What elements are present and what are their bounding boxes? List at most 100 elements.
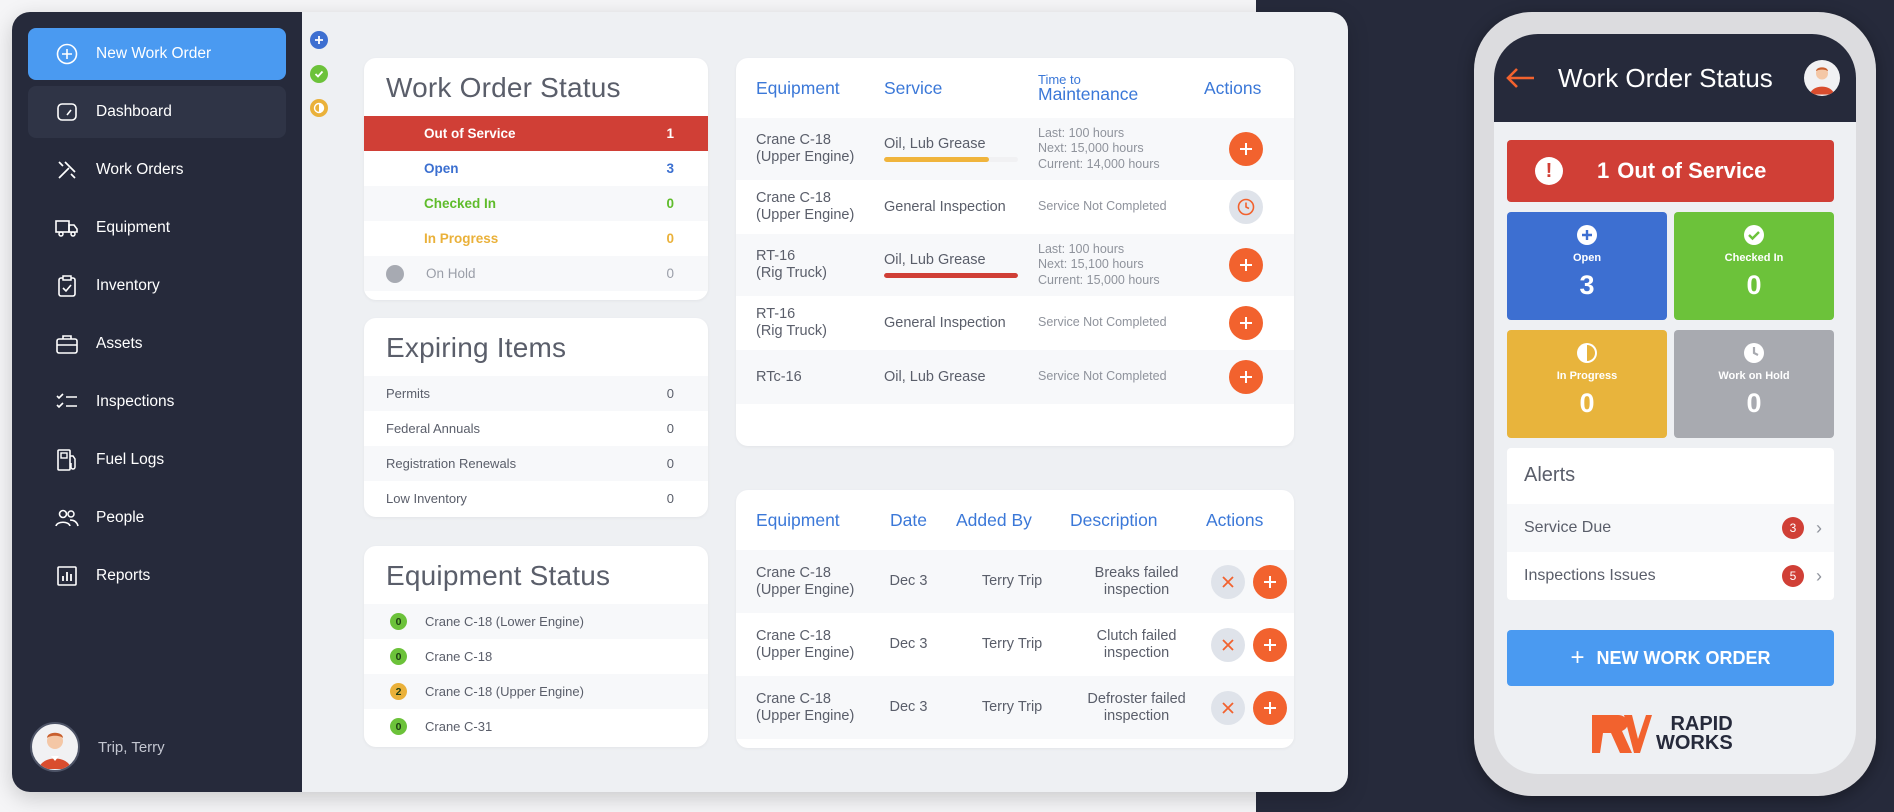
table-row[interactable]: RTc-16 Oil, Lub Grease Service Not Complet… [736,350,1294,404]
status-row-in-progress[interactable]: In Progress 0 [364,221,708,256]
table-header: Equipment Service Time to Maintenance Ac… [736,58,1294,118]
equipment-cell: Crane C-18 (Upper Engine) [756,628,890,661]
sidebar-item-inventory[interactable]: Inventory [28,260,286,312]
sidebar-item-assets[interactable]: Assets [28,318,286,370]
description-line: inspection [1103,707,1170,724]
add-button[interactable] [1229,132,1263,166]
time-line: Current: 14,000 hours [1038,156,1160,171]
column-header-actions[interactable]: Actions [1204,77,1262,98]
table-row[interactable]: Crane C-18 (Upper Engine) Dec 3 Terry Trip C… [736,613,1294,676]
list-item[interactable]: 2 Crane C-18 (Upper Engine) [364,674,708,709]
add-button[interactable] [1229,360,1263,394]
status-label: Out of Service [424,126,516,141]
table-row[interactable]: RT-16 (Rig Truck) General Inspection Servic… [736,296,1294,350]
new-work-order-button[interactable]: New Work Order [28,28,286,80]
half-circle-icon[interactable] [310,99,328,117]
column-header-equipment[interactable]: Equipment [756,509,840,530]
tile-checked-in[interactable]: Checked In 0 [1674,212,1834,320]
add-button[interactable] [1253,627,1288,662]
column-header-date[interactable]: Date [890,509,927,530]
service-cell: Oil, Lub Grease [884,136,1038,163]
sidebar-item-label: Inspections [96,393,175,410]
status-row-checked-in[interactable]: Checked In 0 [364,186,708,221]
column-header-service[interactable]: Service [884,77,943,98]
table-row[interactable]: RT-16 (Rig Truck) Oil, Lub Grease Last: 100… [736,234,1294,296]
clock-button[interactable] [1229,190,1263,224]
service-name: Oil, Lub Grease [884,251,986,268]
column-header-equipment[interactable]: Equipment [756,77,840,98]
sidebar-item-reports[interactable]: Reports [28,550,286,602]
sidebar-item-equipment[interactable]: Equipment [28,202,286,254]
speedometer-icon [54,99,80,125]
column-header-added-by[interactable]: Added By [956,509,1032,530]
description-line: inspection [1103,581,1170,598]
user-profile[interactable]: Trip, Terry [30,722,165,772]
actions-cell [1204,690,1294,725]
list-item[interactable]: Permits 0 [364,376,708,411]
check-circle-icon[interactable] [310,65,328,83]
column-header-description[interactable]: Description [1070,509,1158,530]
list-item[interactable]: Low Inventory 0 [364,481,708,516]
alert-row-service-due[interactable]: Service Due 3 › [1507,504,1834,552]
service-name: Oil, Lub Grease [884,135,986,152]
list-item[interactable]: Registration Renewals 0 [364,446,708,481]
list-item[interactable]: 0 Crane C-18 [364,639,708,674]
avatar[interactable] [1804,60,1840,96]
dismiss-button[interactable] [1211,627,1246,662]
dismiss-button[interactable] [1211,564,1246,599]
add-button[interactable] [1253,564,1288,599]
added-by-cell: Terry Trip [981,636,1043,653]
plus-icon [1240,371,1252,383]
tile-open[interactable]: Open 3 [1507,212,1667,320]
dismiss-button[interactable] [1211,690,1246,725]
plus-circle-icon [1577,225,1597,245]
expiring-items-card: Expiring Items Permits 0 Federal Annuals… [364,318,708,517]
table-row[interactable]: Crane C-18 (Upper Engine) Dec 3 Terry Trip B… [736,550,1294,613]
maintenance-table-card: Equipment Service Time to Maintenance Ac… [736,58,1294,446]
back-arrow-icon[interactable] [1504,66,1544,90]
plus-circle-icon[interactable] [310,31,328,49]
sidebar-item-work-orders[interactable]: Work Orders [28,144,286,196]
list-item[interactable]: 0 Crane C-31 [364,709,708,744]
sidebar-item-label: Fuel Logs [96,451,165,468]
time-line: Last: 100 hours [1038,241,1125,256]
new-work-order-button[interactable]: + NEW WORK ORDER [1507,630,1834,686]
bar-chart-icon [54,563,80,589]
sidebar-item-fuel-logs[interactable]: Fuel Logs [28,434,286,486]
rapid-works-logo: RAPID WORKS [1590,710,1760,758]
logo-mark [1592,715,1652,753]
table-row[interactable]: Crane C-18 (Upper Engine) Dec 3 Terry Trip D… [736,676,1294,739]
actions-cell [1216,306,1276,340]
actions-cell [1204,627,1294,662]
column-header-time[interactable]: Time to Maintenance [1038,73,1204,104]
item-count: 0 [666,421,674,436]
status-row-out-of-service[interactable]: Out of Service 1 [364,116,708,151]
header-big: Maintenance [1038,83,1139,104]
add-button[interactable] [1229,248,1263,282]
list-item[interactable]: 0 Crane C-18 (Lower Engine) [364,604,708,639]
add-button[interactable] [1253,690,1288,725]
status-label: In Progress [424,231,499,246]
add-button[interactable] [1229,306,1263,340]
time-cell: Service Not Completed [1038,369,1216,385]
list-item[interactable]: Federal Annuals 0 [364,411,708,446]
alert-row-inspections-issues[interactable]: Inspections Issues 5 › [1507,552,1834,600]
status-count: 1 [666,126,674,141]
plus-icon [1264,701,1277,714]
out-of-service-banner[interactable]: ! 1 Out of Service [1507,140,1834,202]
sidebar-item-label: People [96,509,145,526]
count-badge: 0 [390,718,407,735]
table-row[interactable]: Crane C-18 (Upper Engine) General Inspecti… [736,180,1294,234]
column-header-actions[interactable]: Actions [1206,509,1264,530]
tile-work-on-hold[interactable]: Work on Hold 0 [1674,330,1834,438]
tile-value: 3 [1579,270,1595,300]
table-row[interactable]: Crane C-18 (Upper Engine) Oil, Lub Grease L… [736,118,1294,180]
tile-in-progress[interactable]: In Progress 0 [1507,330,1667,438]
equipment-cell: Crane C-18 (Upper Engine) [756,565,890,598]
sidebar-item-dashboard[interactable]: Dashboard [28,86,286,138]
sidebar-item-people[interactable]: People [28,492,286,544]
status-row-open[interactable]: Open 3 [364,151,708,186]
equipment-sub: (Upper Engine) [756,644,855,661]
sidebar-item-inspections[interactable]: Inspections [28,376,286,428]
status-row-on-hold[interactable]: On Hold 0 [364,256,708,291]
